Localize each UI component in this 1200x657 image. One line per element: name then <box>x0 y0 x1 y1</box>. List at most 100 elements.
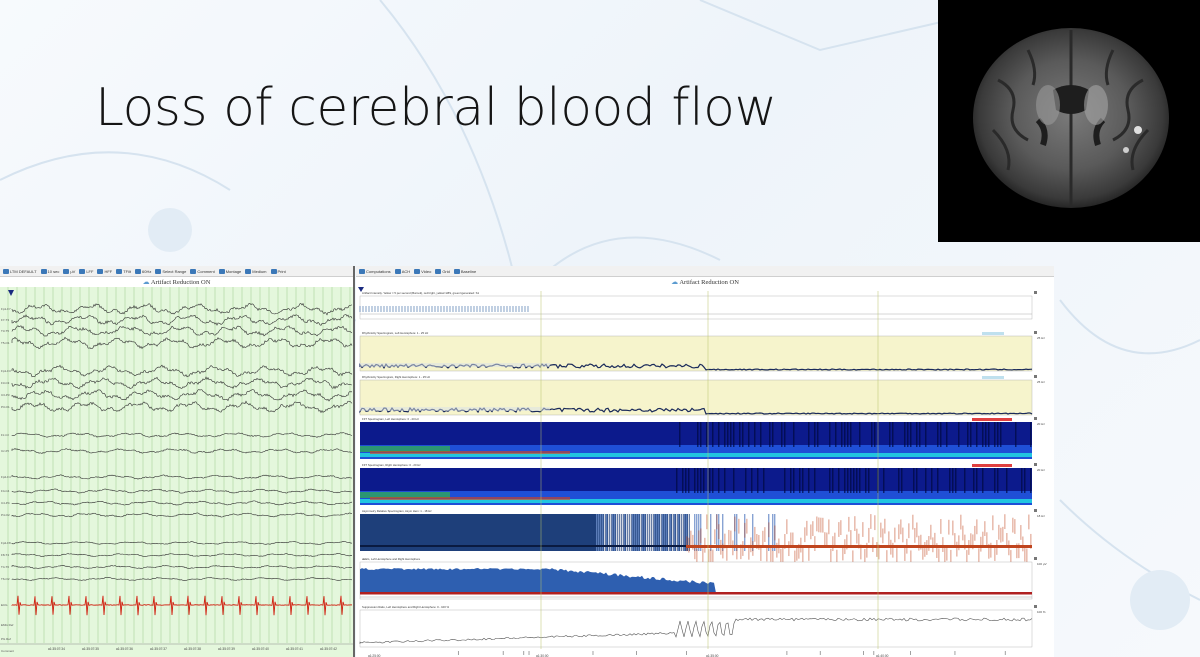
trend-button-1[interactable]: ACH <box>394 268 411 274</box>
eeg-button-11[interactable]: Print <box>270 268 286 274</box>
row-settings-icon[interactable] <box>1034 417 1037 420</box>
toolbar-icon <box>190 268 197 274</box>
trend-row-scale: 100 μV <box>1037 562 1047 566</box>
row-settings-icon[interactable] <box>1034 605 1037 608</box>
eeg-channel-trace <box>11 364 353 378</box>
toolbar-label: Grid <box>442 268 450 274</box>
toolbar-label: 10 sec <box>47 268 60 274</box>
channel-label: F3-C3 <box>1 381 10 385</box>
eeg-button-7[interactable]: Select Range <box>155 268 187 274</box>
eeg-button-1[interactable]: 10 sec <box>40 268 60 274</box>
toolbar-label: Baseline <box>460 268 477 274</box>
eeg-channel-trace <box>11 325 353 337</box>
channel-label: Comment <box>1 649 14 653</box>
channel-label: F4-C4 <box>1 489 10 493</box>
toolbar-icon <box>245 268 252 274</box>
toolbar-icon <box>63 268 70 274</box>
eeg-button-3[interactable]: LFF <box>79 268 94 274</box>
channel-label: Fp1-F3 <box>1 369 11 373</box>
trend-row-title: FFT Spectrogram, Left Hemisphere: 0 - 20… <box>362 417 419 421</box>
trend-button-3[interactable]: Grid <box>435 268 450 274</box>
channel-label: Cz-Pz <box>1 449 10 453</box>
toolbar-label: Video <box>421 268 432 274</box>
trend-row-4 <box>360 464 1032 505</box>
trend-row-3 <box>360 418 1032 459</box>
trend-row-title: FFT Spectrogram, Right Hemisphere: 0 - 2… <box>362 463 421 467</box>
channel-label: C3-P3 <box>1 393 10 397</box>
channel-label: P3-O1 <box>1 405 10 409</box>
time-label: a1:35:07:36 <box>116 647 133 651</box>
trend-toolbar: Computations ACH Video Grid Baseline <box>356 266 1054 277</box>
slide-title: Loss of cerebral blood flow <box>95 78 777 138</box>
eeg-channel-trace <box>11 565 353 569</box>
eeg-channel-trace <box>11 376 353 390</box>
time-label: a1:35:07:35 <box>82 647 99 651</box>
time-label: a1:35:07:34 <box>48 647 65 651</box>
eeg-background <box>0 287 353 657</box>
row-settings-icon[interactable] <box>1034 557 1037 560</box>
eeg-toolbar: LTM DEFAULT 10 sec μV LFF HFF TFilt 60Hz Select… <box>0 266 353 277</box>
artifact-label: Artifact Reduction ON <box>150 279 211 286</box>
trend-row-title: Asymmetry Relative Spectrogram, Asym Hem… <box>362 509 432 513</box>
eeg-button-8[interactable]: Comment <box>190 268 215 274</box>
trend-button-2[interactable]: Video <box>414 268 432 274</box>
eeg-channel-trace <box>11 389 353 402</box>
ecg-trace <box>11 595 353 616</box>
cloud-icon: ☁ <box>671 278 679 286</box>
row-settings-icon[interactable] <box>1034 463 1037 466</box>
eeg-traces[interactable]: Fp1-F7 F7-T3 T3-T5 T5-O1 Fp1-F3 F3-C3 C3-P3 P3-… <box>0 287 353 657</box>
channel-label: Fp1-F7 <box>1 307 11 311</box>
toolbar-icon <box>414 268 421 274</box>
toolbar-icon <box>218 268 225 274</box>
trend-button-4[interactable]: Baseline <box>453 268 477 274</box>
eeg-button-0[interactable]: LTM DEFAULT <box>3 268 37 274</box>
trend-graphs[interactable]: Artifact Intensity. Yellow = 5 per secon… <box>356 287 1054 657</box>
eeg-button-4[interactable]: HFF <box>97 268 113 274</box>
channel-label: F8-T4 <box>1 553 9 557</box>
toolbar-icon <box>359 268 365 274</box>
trend-row-scale: 25 Hz <box>1037 380 1045 384</box>
cursor-marker-icon[interactable] <box>358 287 364 292</box>
artifact-label: Artifact Reduction ON <box>679 279 739 286</box>
eeg-channel-trace <box>11 314 353 326</box>
time-label: a1:35:07:42 <box>320 647 337 651</box>
eeg-channel-trace <box>11 553 353 557</box>
trend-row-scale: 18 Hz <box>1037 514 1045 518</box>
cursor-marker-icon[interactable] <box>8 290 14 296</box>
trend-row-0 <box>359 295 1033 320</box>
trend-row-5 <box>360 514 1032 566</box>
row-settings-icon[interactable] <box>1034 509 1037 512</box>
toolbar-label: ACH <box>401 268 411 274</box>
eeg-button-2[interactable]: μV <box>63 268 75 274</box>
toolbar-icon <box>394 268 401 274</box>
time-label: a1:35:07:37 <box>150 647 167 651</box>
eeg-button-6[interactable]: 60Hz <box>135 268 151 274</box>
trend-row-7 <box>359 609 1033 648</box>
time-label: a1:35:07:40 <box>252 647 269 651</box>
row-settings-icon[interactable] <box>1034 331 1037 334</box>
trend-row-scale: 20 Hz <box>1037 422 1045 426</box>
channel-label: T4-T6 <box>1 565 9 569</box>
toolbar-label: HFF <box>104 268 113 274</box>
trend-button-0[interactable]: Computations <box>359 268 391 274</box>
cloud-icon: ☁ <box>142 278 150 286</box>
trend-row-title: Rhythmicity Spectrogram, Right Hemispher… <box>362 375 431 379</box>
trend-row-2 <box>359 376 1033 416</box>
toolbar-label: LTM DEFAULT <box>10 268 37 274</box>
row-settings-icon[interactable] <box>1034 291 1037 294</box>
toolbar-label: LFF <box>86 268 94 274</box>
channel-label: Fz-Cz <box>1 433 9 437</box>
toolbar-label: Medium <box>252 268 267 274</box>
row-settings-icon[interactable] <box>1034 375 1037 378</box>
trend-row-title: Rhythmicity Spectrogram, Left Hemisphere… <box>362 331 429 335</box>
toolbar-icon <box>79 268 86 274</box>
toolbar-label: Select Range <box>162 268 187 274</box>
eeg-channel-trace <box>11 302 353 316</box>
eeg-channel-trace <box>11 474 353 480</box>
toolbar-icon <box>435 268 442 274</box>
channel-label: PG Ref <box>1 637 11 641</box>
eeg-button-9[interactable]: Montage <box>218 268 241 274</box>
eeg-button-5[interactable]: TFilt <box>116 268 131 274</box>
eeg-button-10[interactable]: Medium <box>245 268 267 274</box>
trend-row-1 <box>359 332 1033 372</box>
